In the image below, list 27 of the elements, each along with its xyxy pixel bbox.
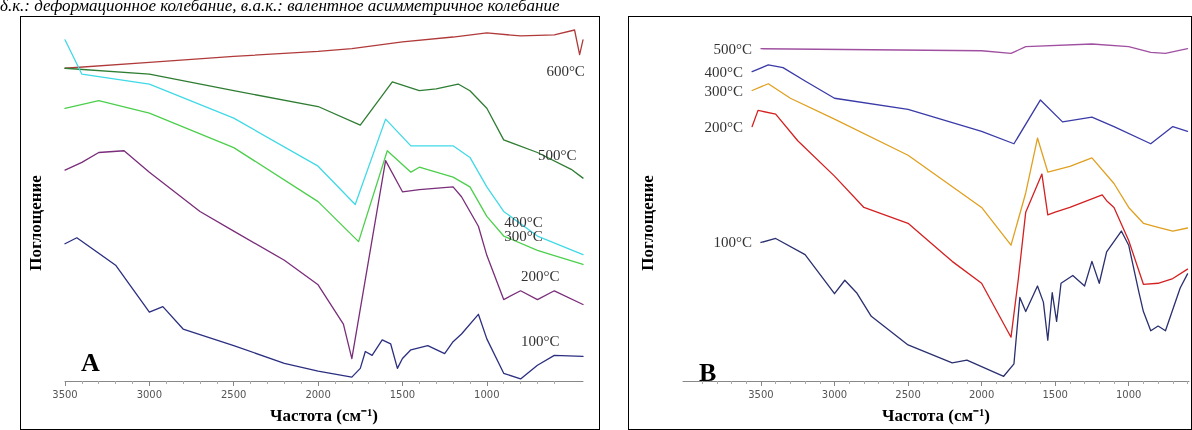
series-label: 500°C: [713, 40, 752, 57]
series-label: 200°C: [521, 268, 560, 285]
x-axis-title: Частота (см⁻¹): [270, 406, 378, 425]
series-label: 200°C: [704, 118, 744, 135]
y-axis-title: Поглощение: [26, 174, 45, 271]
x-tick-label: 1000: [474, 388, 500, 400]
x-axis-title: Частота (см⁻¹): [882, 406, 990, 425]
x-tick-label: 2000: [968, 388, 995, 400]
series-label: 100°C: [713, 234, 752, 251]
x-tick-label: 2000: [305, 388, 331, 400]
x-tick-label: 2500: [895, 388, 921, 400]
x-tick-label: 1500: [389, 388, 416, 400]
x-tick-label: 1000: [1115, 388, 1142, 400]
y-axis-title: Поглощение: [638, 174, 657, 271]
series-label: 600°C: [546, 63, 585, 80]
x-tick-label: 3000: [136, 388, 163, 400]
series-label: 300°C: [704, 82, 744, 99]
annotation: A: [81, 347, 100, 377]
annotation: B: [699, 357, 717, 387]
x-tick-label: 3500: [52, 388, 78, 400]
x-tick-label: 3000: [821, 388, 848, 400]
x-tick-label: 2500: [221, 388, 247, 400]
series-label: 400°C: [704, 63, 744, 80]
series-label: 100°C: [521, 332, 560, 349]
x-tick-label: 3500: [748, 388, 774, 400]
x-tick-label: 1500: [1042, 388, 1068, 400]
series-label: 500°C: [537, 146, 577, 163]
